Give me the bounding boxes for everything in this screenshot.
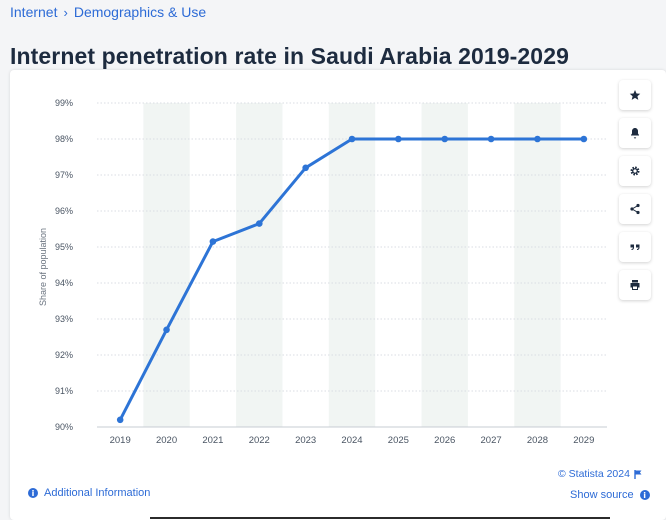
- share-icon: [630, 203, 640, 215]
- data-point[interactable]: [580, 135, 588, 143]
- data-point[interactable]: [534, 135, 541, 143]
- data-point[interactable]: [302, 164, 309, 172]
- y-tick-label: 97%: [55, 170, 73, 180]
- quote-icon: [630, 244, 640, 250]
- x-tick-label: 2022: [249, 435, 270, 446]
- x-tick-label: 2019: [110, 435, 131, 446]
- chart-toolbar: [619, 80, 651, 300]
- flag-icon: [634, 469, 642, 479]
- additional-information-label: Additional Information: [44, 487, 151, 499]
- x-tick-label: 2020: [156, 435, 177, 446]
- chart-card: 90% 91% 92% 93% 94% 95% 96% 97% 98% 99% 2019 2020 2…: [10, 70, 666, 520]
- data-point[interactable]: [441, 135, 449, 143]
- gear-icon: [630, 166, 640, 176]
- additional-information-link[interactable]: i Additional Information: [28, 487, 150, 499]
- settings-button[interactable]: [619, 156, 651, 186]
- breadcrumb: Internet › Demographics & Use: [10, 4, 206, 20]
- x-axis-ticks: 2019 2020 2021 2022 2023 2024 2025 2026 2027 2028…: [110, 435, 595, 446]
- data-point[interactable]: [163, 326, 170, 334]
- print-icon: [630, 280, 640, 290]
- y-tick-label: 99%: [55, 98, 73, 108]
- page-divider: [150, 517, 610, 519]
- x-tick-label: 2023: [295, 435, 316, 446]
- statista-credit[interactable]: © Statista 2024: [558, 468, 642, 480]
- chart-band: [236, 103, 283, 427]
- chart-gridlines: [97, 102, 607, 428]
- y-tick-label: 93%: [55, 314, 73, 324]
- data-point[interactable]: [395, 135, 402, 143]
- x-tick-label: 2028: [527, 435, 548, 446]
- page-title: Internet penetration rate in Saudi Arabi…: [10, 43, 569, 70]
- breadcrumb-item-demographics[interactable]: Demographics & Use: [73, 4, 207, 20]
- y-tick-label: 90%: [55, 422, 73, 432]
- x-tick-label: 2025: [388, 435, 409, 446]
- y-axis-label: Share of population: [38, 228, 48, 306]
- cite-button[interactable]: [619, 232, 651, 262]
- x-tick-label: 2026: [434, 435, 455, 446]
- chart-bands: [143, 103, 561, 427]
- show-source-link[interactable]: Show source i: [570, 489, 650, 501]
- credit-text: © Statista 2024: [558, 468, 630, 480]
- data-point[interactable]: [487, 135, 495, 143]
- chart-band: [421, 103, 468, 427]
- print-button[interactable]: [619, 270, 651, 300]
- favorite-button[interactable]: [619, 80, 651, 110]
- info-icon: i: [639, 490, 650, 500]
- x-tick-label: 2024: [341, 435, 362, 446]
- data-point[interactable]: [116, 416, 124, 424]
- share-button[interactable]: [619, 194, 651, 224]
- breadcrumb-item-internet[interactable]: Internet: [10, 4, 58, 20]
- y-tick-label: 91%: [55, 386, 73, 396]
- bell-icon: [631, 128, 639, 139]
- line-chart: 90%91%92%93%94%95%96%97%98%99% 2019 2020 2…: [38, 98, 607, 446]
- y-tick-label: 94%: [55, 278, 73, 288]
- chart-band: [328, 103, 376, 427]
- chart-band: [143, 103, 190, 427]
- info-icon: i: [28, 488, 38, 498]
- breadcrumb-separator: ›: [63, 4, 68, 20]
- y-tick-label: 98%: [55, 134, 73, 144]
- star-icon: [629, 90, 641, 100]
- y-tick-label: 96%: [55, 206, 73, 216]
- show-source-label: Show source: [570, 489, 634, 501]
- notification-button[interactable]: [619, 118, 651, 148]
- y-tick-label: 92%: [55, 350, 73, 360]
- y-tick-label: 95%: [55, 242, 73, 252]
- data-point[interactable]: [348, 135, 356, 143]
- y-axis-ticks: 90% 91% 92% 93% 94% 95% 96% 97% 98% 99%: [55, 98, 73, 432]
- data-point[interactable]: [255, 220, 263, 227]
- x-tick-label: 2021: [202, 435, 223, 446]
- chart-series: [116, 135, 588, 424]
- chart-band: [514, 103, 561, 427]
- x-tick-label: 2027: [481, 435, 502, 446]
- x-tick-label: 2029: [573, 435, 594, 446]
- data-point[interactable]: [209, 238, 217, 245]
